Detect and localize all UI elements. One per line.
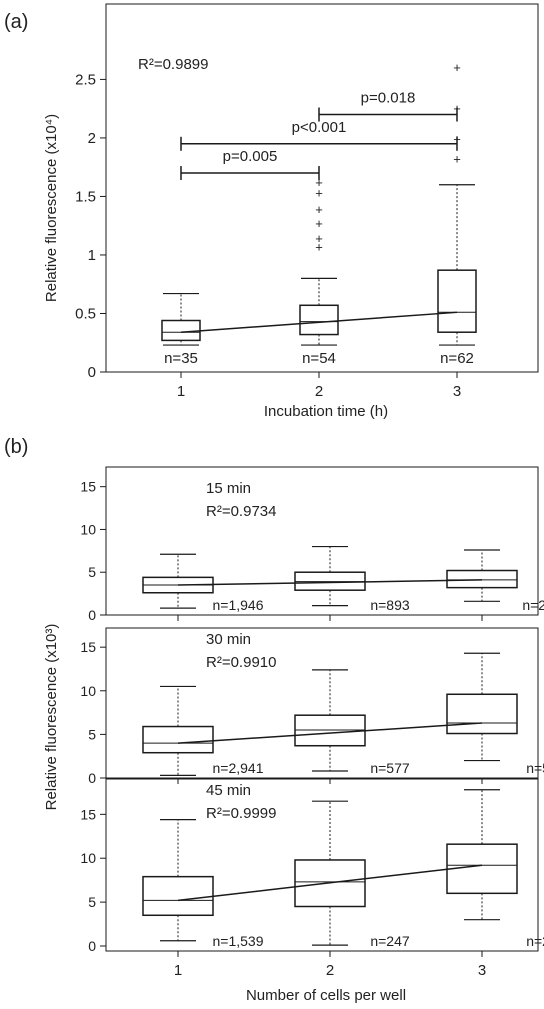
subplot-15min-y-tick-label: 5 — [88, 564, 96, 580]
subplot-45min-y-tick-label: 15 — [80, 806, 96, 822]
panel-b-x-axis-label: Number of cells per well — [246, 987, 406, 1004]
panel-a-outlier-point: + — [315, 239, 323, 254]
subplot-45min-y-tick-label: 0 — [88, 938, 96, 954]
subplot-45min-sample-size-label: n=25 — [526, 933, 544, 949]
panel-a-box — [161, 319, 201, 342]
panel-a-trend-line — [180, 311, 458, 333]
panel-a-sample-size-label: n=54 — [302, 350, 336, 367]
panel-a-p-value-label: p=0.005 — [223, 148, 278, 165]
subplot-45min-title: 45 min — [206, 782, 251, 799]
panel-a-outlier-point: + — [453, 151, 461, 166]
subplot-45min-sample-size-label: n=1,539 — [213, 933, 264, 949]
subplot-30min-trend-line — [177, 722, 483, 744]
panel-a-sample-size-label: n=62 — [440, 350, 474, 367]
subplot-45min-trend-line — [177, 864, 483, 902]
subplot-45min-r-squared: R²=0.9999 — [206, 805, 276, 822]
panel-a-label: (a) — [4, 11, 28, 33]
panel-a-outlier-point: + — [315, 231, 323, 246]
subplot-15min-r-squared: R²=0.9734 — [206, 503, 276, 520]
subplot-15min-trend-line — [177, 579, 483, 586]
subplot-15min-sample-size-label: n=1,946 — [213, 597, 264, 613]
subplot-30min-sample-size-label: n=56 — [526, 760, 544, 776]
panel-a-plot: 00.511.522.5123n=35++++++n=54++++n=62p=0… — [75, 3, 539, 400]
subplot-15min-sample-size-label: n=213 — [522, 597, 544, 613]
subplot-30min-box — [142, 725, 214, 754]
subplot-30min-plot-frame — [105, 627, 539, 779]
subplot-15min-sample-size-label: n=893 — [370, 597, 410, 613]
panel-a-y-tick-label: 0.5 — [75, 305, 96, 322]
subplot-45min-box — [294, 859, 366, 908]
panel-a-outlier-point: + — [315, 216, 323, 231]
subplot-30min-title: 30 min — [206, 631, 251, 648]
panel-a-x-tick-label: 1 — [177, 383, 185, 400]
subplot-15min-box — [446, 569, 518, 589]
panel-a-outlier-point: + — [315, 185, 323, 200]
subplot-45min-x-tick-label: 2 — [326, 962, 334, 979]
panel-a-outlier-point: + — [315, 175, 323, 190]
subplot-45min-plot-frame — [105, 778, 539, 952]
subplot-30min-y-tick-label: 15 — [80, 639, 96, 655]
panel-a-y-tick-label: 2 — [88, 130, 96, 147]
panel-a-sample-size-label: n=35 — [164, 350, 198, 367]
subplot-30min-sample-size-label: n=2,941 — [213, 760, 264, 776]
subplot-30min-y-tick-label: 0 — [88, 770, 96, 786]
subplot-15min-title: 15 min — [206, 480, 251, 497]
subplot-30min-r-squared: R²=0.9910 — [206, 654, 276, 671]
panel-a-y-tick-label: 2.5 — [75, 71, 96, 88]
panel-a-y-tick-label: 1 — [88, 247, 96, 264]
panel-a-box — [299, 304, 339, 336]
panel-a-y-tick-label: 1.5 — [75, 188, 96, 205]
panel-a-y-tick-label: 0 — [88, 364, 96, 381]
panel-b-label: (b) — [4, 436, 28, 458]
subplot-45min-x-tick-label: 1 — [174, 962, 182, 979]
panel-a-outlier-point: + — [315, 202, 323, 217]
subplot-15min-y-tick-label: 15 — [80, 479, 96, 495]
subplot-45min-box — [142, 875, 214, 917]
subplot-30min-y-tick-label: 10 — [80, 683, 96, 699]
panel-a-y-axis-label: Relative fluorescence (x10⁴) — [43, 114, 60, 302]
panel-a-r-squared: R²=0.9899 — [138, 56, 208, 73]
panel-b-y-axis-label: Relative fluorescence (x10³) — [43, 624, 60, 811]
subplot-15min-y-tick-label: 0 — [88, 607, 96, 623]
panel-a-p-value-label: p=0.018 — [361, 90, 416, 107]
panel-a-x-axis-label: Incubation time (h) — [264, 403, 388, 420]
panel-a-box — [437, 269, 477, 333]
subplot-45min-sample-size-label: n=247 — [370, 933, 410, 949]
subplot-30min-sample-size-label: n=577 — [370, 760, 410, 776]
subplot-15min-y-tick-label: 10 — [80, 521, 96, 537]
panel-a-x-tick-label: 2 — [315, 383, 323, 400]
subplot-30min-y-tick-label: 5 — [88, 726, 96, 742]
panel-a-plot-frame — [105, 3, 539, 373]
panel-a-p-value-label: p<0.001 — [292, 119, 347, 136]
subplot-45min-y-tick-label: 10 — [80, 850, 96, 866]
panel-a-outlier-point: + — [453, 60, 461, 75]
panel-b-plots: 051015n=1,946n=893n=213051015n=2,941n=57… — [80, 466, 544, 979]
subplot-45min-y-tick-label: 5 — [88, 894, 96, 910]
subplot-15min-plot-frame — [105, 466, 539, 616]
subplot-30min-box — [446, 693, 518, 735]
subplot-45min-x-tick-label: 3 — [478, 962, 486, 979]
panel-a-x-tick-label: 3 — [453, 383, 461, 400]
